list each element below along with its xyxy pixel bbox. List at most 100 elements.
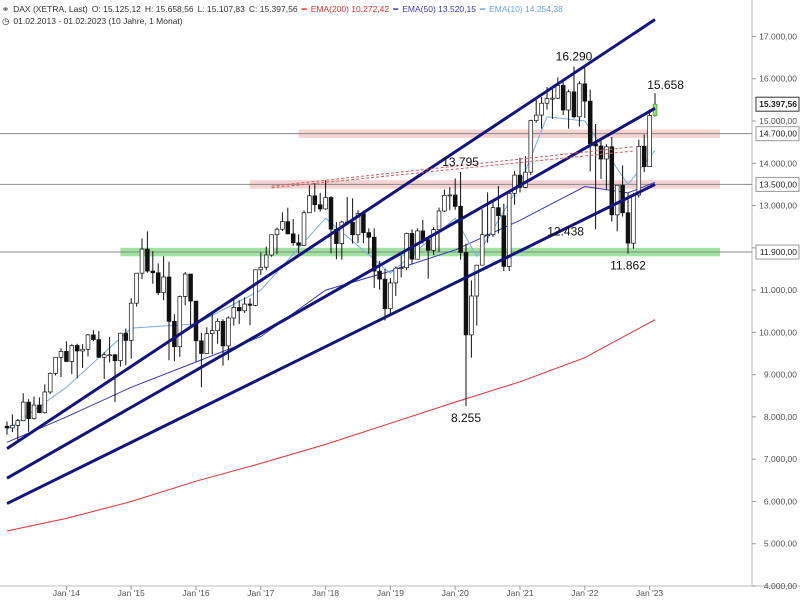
candle xyxy=(614,184,620,232)
ema50-swatch: ━ xyxy=(393,4,399,14)
candle xyxy=(53,356,58,376)
candle xyxy=(582,66,588,119)
y-tick-label: 4.000,00 xyxy=(764,581,797,591)
candle xyxy=(382,268,388,321)
price-tag-box xyxy=(755,126,800,142)
candle xyxy=(393,266,399,297)
candle xyxy=(463,243,469,407)
x-tick-label: Jan '14 xyxy=(53,588,80,598)
ema10-swatch: ━ xyxy=(479,4,486,14)
y-tick-label: 11.000,00 xyxy=(760,285,797,295)
candle-body xyxy=(312,195,318,206)
candle-body xyxy=(496,207,501,217)
trendline-solid-0 xyxy=(6,18,656,450)
candle xyxy=(528,119,534,176)
candle-body xyxy=(323,197,328,210)
candle-body xyxy=(398,267,404,270)
candle xyxy=(485,192,490,243)
candle xyxy=(388,277,393,316)
candle-body xyxy=(425,239,431,251)
candle xyxy=(26,399,31,432)
x-tick-label: Jan '19 xyxy=(377,588,404,598)
candle xyxy=(555,77,561,100)
candle xyxy=(247,298,253,326)
trendline-dashed-4 xyxy=(271,150,634,189)
candle xyxy=(161,256,166,301)
candle xyxy=(636,139,642,198)
candle-body xyxy=(280,221,285,230)
candle xyxy=(242,297,247,313)
candle-body xyxy=(80,348,85,352)
candle xyxy=(123,328,129,366)
candle-body xyxy=(361,213,366,233)
x-tick-label: Jan '18 xyxy=(312,588,339,598)
candle-body xyxy=(636,146,642,196)
y-tick-label: 8.000,00 xyxy=(764,412,797,422)
candle-body xyxy=(128,302,134,341)
candle xyxy=(139,238,145,280)
annotation-label: 8.255 xyxy=(451,411,481,425)
candle-body xyxy=(26,401,31,419)
candle-body xyxy=(123,332,129,341)
candle xyxy=(550,86,555,119)
candle xyxy=(15,419,21,442)
x-tick-label: Jan '22 xyxy=(571,588,598,598)
candle xyxy=(220,319,226,366)
candle xyxy=(587,89,593,172)
candle-body xyxy=(528,120,534,173)
candle xyxy=(236,300,242,324)
low-value: L: 15.107,83 xyxy=(197,4,245,14)
candle-body xyxy=(339,221,345,244)
candle xyxy=(652,93,658,117)
candle xyxy=(631,192,636,249)
candle xyxy=(431,227,436,256)
candle xyxy=(193,300,199,362)
candle-body xyxy=(204,333,210,354)
y-tick-label: 15.000,00 xyxy=(759,116,797,126)
candle-body xyxy=(355,213,361,236)
candle xyxy=(107,337,112,363)
candle-body xyxy=(371,236,377,272)
x-tick-label: Jan '20 xyxy=(442,588,469,598)
candle-body xyxy=(263,254,269,268)
candle-body xyxy=(85,334,91,350)
candle-body xyxy=(458,206,463,253)
candle-body xyxy=(247,303,253,306)
candle xyxy=(490,201,496,237)
candle-body xyxy=(226,317,231,347)
candle-body xyxy=(539,102,544,116)
candle xyxy=(469,280,474,358)
candle xyxy=(177,295,183,357)
candle-body xyxy=(91,334,96,340)
y-tick-label: 16.000,00 xyxy=(759,74,797,84)
candle-body xyxy=(388,282,393,310)
series-line-ema50 xyxy=(6,181,656,443)
price-tag-label: 15.397,56 xyxy=(759,99,797,109)
period-label: 01.02.2013 - 01.02.2023 (10 Jahre, 1 Mon… xyxy=(13,16,183,26)
candle-body xyxy=(188,273,193,302)
x-tick-label: Jan '15 xyxy=(118,588,145,598)
candle xyxy=(425,238,431,279)
candle-body xyxy=(463,252,469,336)
candle-body xyxy=(598,145,604,160)
y-tick-label: 10.000,00 xyxy=(759,327,797,337)
candle xyxy=(361,210,366,244)
candle xyxy=(37,397,42,414)
candle-body xyxy=(447,194,453,197)
candle-body xyxy=(393,267,399,284)
series-line-ema200 xyxy=(6,319,656,532)
y-tick-label: 17.000,00 xyxy=(759,31,797,41)
candle xyxy=(155,263,161,296)
chart-header-line2: ◷ 01.02.2013 - 01.02.2023 (10 Jahre, 1 Mo… xyxy=(2,16,187,27)
candle xyxy=(31,396,37,420)
candle xyxy=(571,66,577,119)
candle xyxy=(436,207,442,253)
candle xyxy=(317,192,323,212)
candle-body xyxy=(523,171,528,188)
candle-body xyxy=(150,270,156,274)
candle xyxy=(64,341,69,362)
candle xyxy=(366,228,372,254)
candle-body xyxy=(118,332,123,362)
ema200-swatch: ━ xyxy=(301,4,307,14)
